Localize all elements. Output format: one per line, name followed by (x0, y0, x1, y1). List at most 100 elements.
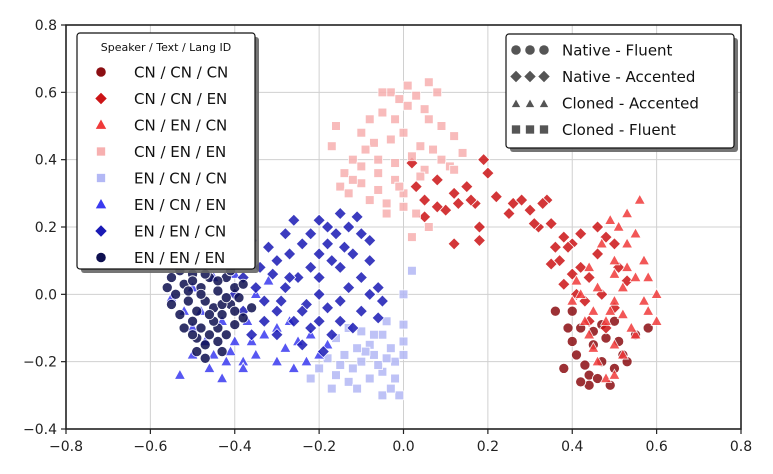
data-point (191, 305, 203, 317)
data-point (386, 134, 396, 145)
data-point (348, 154, 358, 165)
data-point (195, 322, 207, 334)
data-point (599, 230, 613, 244)
x-tick-label: 0.6 (645, 439, 667, 455)
data-point (590, 220, 605, 234)
legend-style-label: Cloned - Accented (562, 95, 699, 113)
data-point (335, 360, 346, 370)
legend-style-marker (525, 125, 535, 134)
data-point (502, 206, 516, 221)
data-point (608, 254, 621, 266)
x-tick-label: 0.4 (561, 439, 583, 455)
data-point (216, 346, 228, 358)
data-point (436, 121, 447, 131)
data-point (300, 355, 313, 367)
data-point (295, 338, 309, 352)
data-point (428, 144, 438, 155)
data-point (312, 314, 326, 328)
legend-entry-label: CN / EN / CN (134, 117, 227, 135)
data-point (608, 294, 621, 306)
data-point (616, 307, 630, 320)
data-point (170, 288, 182, 300)
x-tick-label: −0.4 (218, 439, 252, 455)
legend-marker (96, 252, 106, 263)
legend-style-marker (539, 99, 549, 108)
data-point (557, 230, 571, 244)
data-point (402, 101, 413, 111)
data-point (637, 294, 651, 306)
data-point (574, 227, 588, 241)
data-point (326, 141, 337, 152)
data-point (339, 350, 350, 360)
legend-entry-label: CN / EN / EN (134, 143, 226, 161)
data-point (203, 361, 216, 373)
data-point (354, 270, 368, 285)
data-point (415, 171, 426, 182)
data-point (460, 179, 474, 194)
data-point (398, 350, 409, 360)
data-point (386, 343, 396, 353)
legend-style-marker (511, 99, 521, 108)
data-point (337, 240, 352, 254)
data-point (304, 321, 318, 335)
x-tick-label: −0.6 (133, 439, 167, 455)
data-point (390, 114, 400, 125)
data-point (591, 355, 604, 367)
legend-marker (96, 67, 106, 77)
data-point (270, 355, 284, 367)
data-point (228, 334, 241, 346)
data-point (229, 305, 241, 317)
data-point (464, 193, 478, 207)
data-point (449, 131, 459, 141)
legend-entry-label: CN / CN / EN (134, 90, 227, 108)
data-point (220, 329, 232, 341)
data-point (363, 233, 377, 248)
data-point (166, 272, 177, 283)
data-point (316, 344, 330, 359)
data-point (612, 220, 625, 232)
data-point (407, 265, 417, 276)
data-point (325, 328, 339, 342)
data-point (342, 220, 356, 234)
data-point (287, 361, 300, 373)
data-point (642, 270, 655, 283)
data-point (187, 329, 199, 341)
data-point (346, 247, 360, 261)
data-point (642, 304, 655, 316)
data-point (566, 305, 578, 317)
data-point (266, 267, 280, 281)
data-point (339, 168, 350, 178)
data-point (229, 319, 241, 331)
axis-ticks: −0.8 −0.6 −0.4 −0.2 0.0 0.2 0.4 0.6 0.8 −0.4 −0.2 0… (23, 18, 752, 455)
data-point (377, 329, 388, 340)
data-point (608, 338, 621, 350)
data-point (419, 104, 430, 114)
series-group (549, 305, 654, 391)
data-point (607, 237, 622, 251)
data-point (424, 114, 434, 125)
data-point (325, 254, 339, 268)
data-point (346, 321, 360, 335)
data-point (305, 373, 316, 384)
data-point (582, 270, 596, 285)
data-point (377, 390, 388, 401)
data-point (342, 280, 356, 295)
legend-marker (95, 119, 107, 129)
data-point (558, 362, 570, 374)
data-point (295, 304, 309, 318)
data-point (373, 168, 383, 178)
data-point (373, 360, 383, 370)
data-point (552, 254, 567, 268)
data-point (436, 154, 447, 165)
legend-style: Native - Fluent Native - Accented Cloned -… (505, 33, 738, 152)
data-point (574, 260, 588, 275)
data-point (566, 294, 579, 306)
data-point (409, 179, 423, 194)
data-point (212, 275, 224, 287)
data-point (369, 350, 379, 360)
data-point (599, 314, 613, 326)
data-point (212, 336, 224, 347)
data-point (333, 314, 347, 328)
data-point (364, 114, 375, 125)
data-point (411, 90, 421, 101)
